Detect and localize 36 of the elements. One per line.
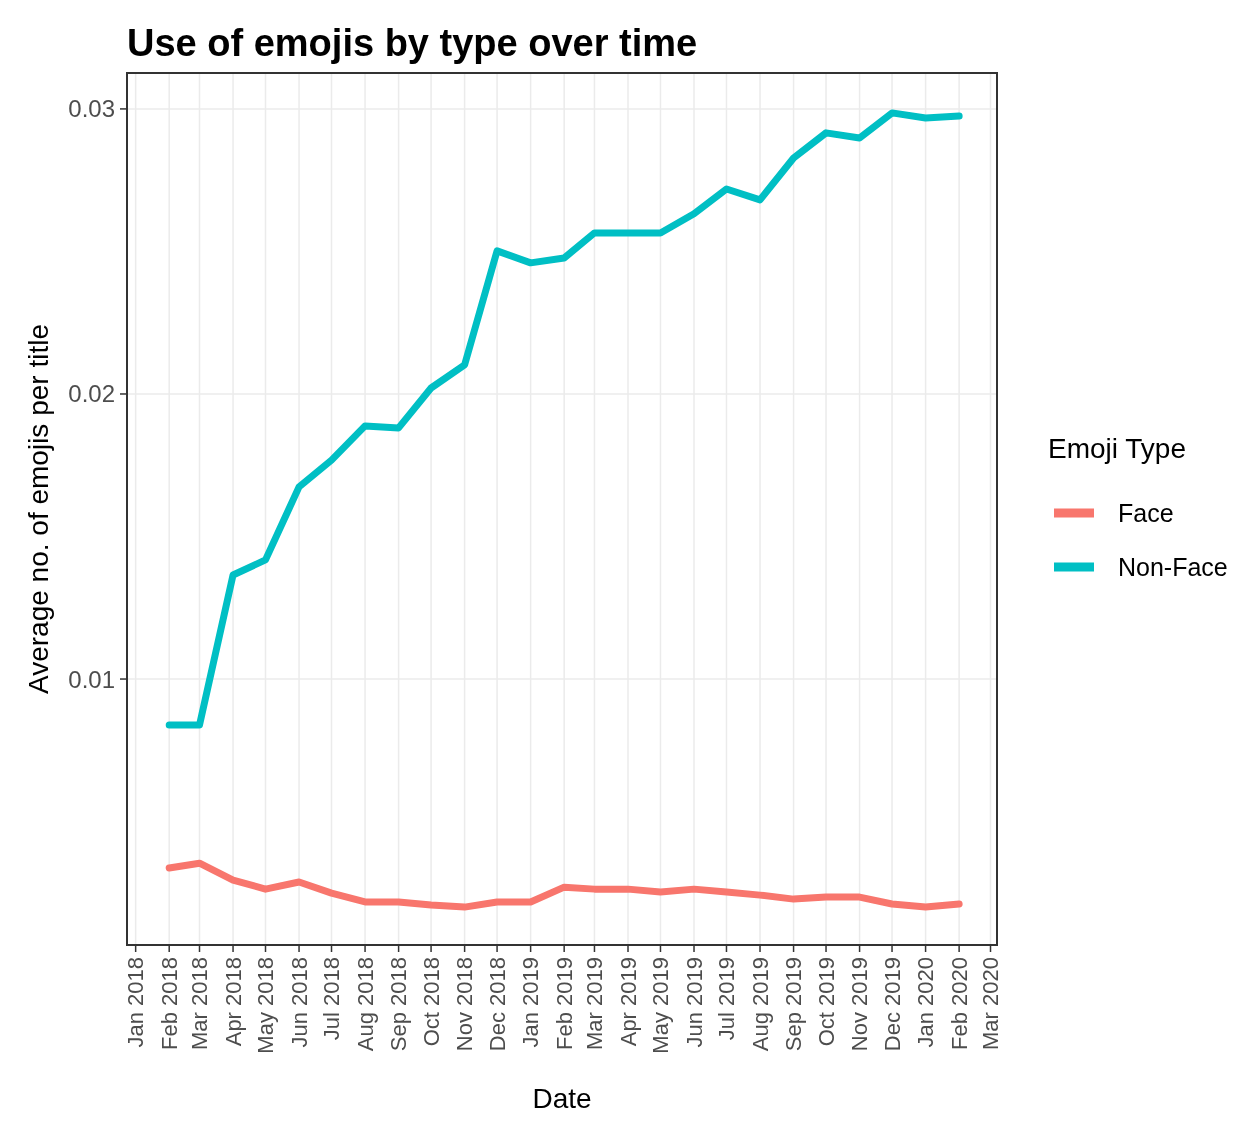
y-tick-label: 0.03 [68, 95, 115, 123]
x-tick-label: Nov 2019 [847, 957, 873, 1052]
x-tick-label: Mar 2019 [581, 957, 607, 1050]
x-tick-label: Apr 2019 [615, 957, 641, 1047]
x-tick-label: May 2018 [253, 957, 279, 1054]
x-tick-label: Oct 2018 [418, 957, 444, 1047]
legend-label: Non-Face [1118, 553, 1228, 581]
y-tick-label: 0.01 [68, 665, 115, 693]
x-tick-label: Dec 2019 [879, 957, 905, 1052]
chart-title: Use of emojis by type over time [127, 22, 698, 64]
x-tick-label: Jan 2018 [123, 957, 149, 1048]
y-axis-title: Average no. of emojis per title [23, 324, 54, 694]
x-tick-label: Feb 2020 [946, 957, 972, 1050]
x-axis-title: Date [532, 1083, 592, 1114]
x-tick-label: Jan 2020 [913, 957, 939, 1048]
legend-title: Emoji Type [1048, 433, 1186, 464]
x-tick-label: Nov 2018 [452, 957, 478, 1052]
x-tick-label: Mar 2018 [187, 957, 212, 1050]
x-tick-label: Apr 2018 [220, 957, 246, 1047]
legend-label: Face [1118, 499, 1174, 527]
x-tick-label: Aug 2018 [352, 957, 378, 1052]
x-tick-label: Jan 2019 [518, 957, 544, 1048]
x-tick-label: Aug 2019 [747, 957, 773, 1052]
y-tick-label: 0.02 [68, 380, 115, 408]
x-tick-label: May 2019 [647, 957, 673, 1054]
x-tick-label: Oct 2019 [813, 957, 839, 1047]
x-tick-label: Jun 2018 [286, 957, 312, 1048]
x-tick-label: Mar 2020 [978, 957, 1004, 1050]
x-tick-label: Jul 2019 [713, 957, 739, 1041]
x-tick-label: Feb 2018 [156, 957, 182, 1050]
x-tick-label: Jul 2018 [319, 957, 345, 1041]
x-tick-label: Sep 2018 [386, 957, 412, 1052]
x-tick-label: Jun 2019 [681, 957, 707, 1048]
x-tick-label: Feb 2019 [551, 957, 577, 1050]
x-tick-label: Sep 2019 [781, 957, 807, 1052]
x-tick-label: Dec 2018 [484, 957, 510, 1052]
